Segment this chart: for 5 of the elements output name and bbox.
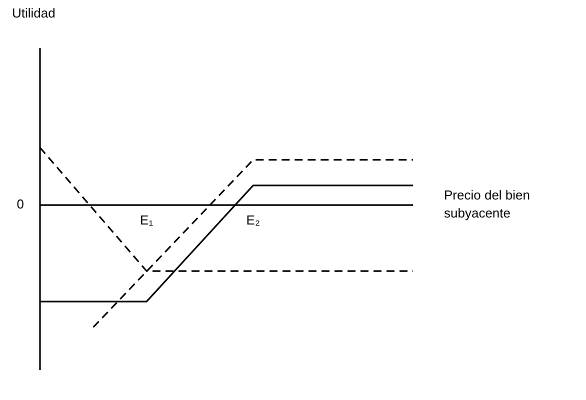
text: Utilidad bbox=[12, 6, 56, 21]
x-tick-label: E₁ bbox=[140, 212, 154, 228]
text: 0 bbox=[16, 196, 24, 212]
x-axis-title: Precio del bien subyacente bbox=[444, 188, 530, 221]
x-tick-label: E₂ bbox=[246, 212, 260, 228]
